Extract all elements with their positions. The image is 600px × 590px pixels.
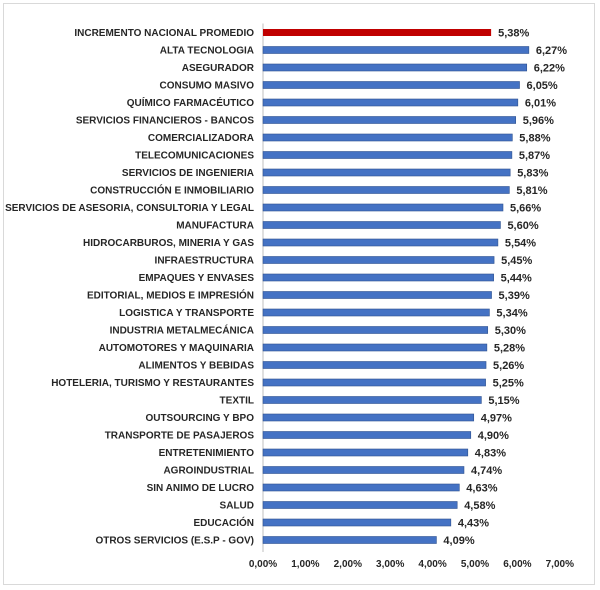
category-label: SERVICIOS DE ASESORIA, CONSULTORIA Y LEG… [5, 203, 254, 214]
data-label: 4,83% [475, 448, 506, 460]
data-label: 5,60% [507, 220, 538, 232]
bar [262, 448, 469, 457]
bar [262, 326, 489, 334]
bar [262, 168, 511, 177]
bar [262, 466, 465, 474]
bar [262, 483, 460, 492]
data-label: 5,15% [488, 395, 519, 407]
category-label: SERVICIOS FINANCIEROS - BANCOS [76, 116, 254, 127]
bar [262, 291, 492, 299]
x-tick-label: 4,00% [418, 559, 446, 570]
bar [262, 203, 504, 212]
data-label: 4,97% [481, 413, 512, 425]
data-label: 5,45% [501, 255, 532, 267]
category-label: MANUFACTURA [176, 221, 254, 232]
category-label: CONSUMO MASIVO [160, 81, 255, 92]
category-label: EMPAQUES Y ENVASES [139, 273, 255, 284]
bar [262, 151, 513, 159]
category-label: COMERCIALIZADORA [148, 133, 254, 144]
category-label: INDUSTRIA METALMECÁNICA [110, 324, 254, 337]
bar [262, 308, 490, 317]
data-label: 5,28% [494, 343, 525, 355]
data-label: 6,27% [536, 45, 567, 57]
category-label: ALTA TECNOLOGIA [160, 46, 254, 57]
bar [262, 238, 499, 247]
x-tick-label: 6,00% [503, 559, 531, 570]
bar [262, 396, 482, 404]
data-label: 5,38% [498, 28, 529, 40]
data-label: 5,54% [505, 238, 536, 250]
data-label: 5,25% [493, 378, 524, 390]
data-label: 5,96% [523, 115, 554, 127]
bar [262, 63, 528, 72]
bar [262, 536, 437, 544]
bar [262, 413, 475, 422]
bar [262, 46, 530, 54]
bar [262, 116, 517, 124]
bar [262, 186, 510, 194]
data-label: 4,63% [466, 483, 497, 495]
data-label: 5,44% [501, 273, 532, 285]
category-label: AUTOMOTORES Y MAQUINARIA [99, 343, 254, 354]
x-tick-label: 5,00% [461, 559, 489, 570]
data-label: 6,05% [527, 80, 558, 92]
data-label: 5,83% [517, 168, 548, 180]
x-tick-label: 1,00% [291, 559, 319, 570]
category-label: SERVICIOS DE INGENIERIA [122, 168, 254, 179]
data-label: 5,34% [496, 308, 527, 320]
bar [262, 273, 494, 282]
category-label: ENTRETENIMIENTO [159, 448, 255, 459]
bar [262, 361, 487, 369]
bar [262, 431, 472, 439]
bar [262, 501, 458, 509]
data-label: 5,81% [516, 185, 547, 197]
data-label: 4,43% [458, 518, 489, 530]
category-label: OUTSOURCING Y BPO [145, 413, 254, 424]
x-tick-label: 0,00% [249, 559, 277, 570]
category-label: INFRAESTRUCTURA [155, 256, 254, 267]
category-label: HOTELERIA, TURISMO Y RESTAURANTES [51, 378, 254, 389]
category-label: AGROINDUSTRIAL [163, 466, 254, 477]
category-label: EDUCACIÓN [193, 516, 254, 529]
category-label: OTROS SERVICIOS (E.S.P - GOV) [95, 536, 254, 547]
data-label: 4,09% [443, 535, 474, 547]
data-label: 4,58% [464, 500, 495, 512]
x-tick-label: 2,00% [334, 559, 362, 570]
category-label: QUÍMICO FARMACÉUTICO [127, 96, 254, 109]
data-label: 5,66% [510, 203, 541, 215]
category-label: TEXTIL [220, 396, 254, 407]
bar [262, 221, 501, 229]
data-label: 4,90% [478, 430, 509, 442]
data-label: 6,22% [534, 63, 565, 75]
bar [262, 81, 520, 89]
bar [262, 518, 452, 527]
x-tick-label: 3,00% [376, 559, 404, 570]
data-label: 6,01% [525, 98, 556, 110]
data-label: 5,26% [493, 360, 524, 372]
bar [262, 343, 488, 352]
category-label: HIDROCARBUROS, MINERIA Y GAS [83, 238, 254, 249]
data-label: 5,30% [495, 325, 526, 337]
category-label: LOGISTICA Y TRANSPORTE [119, 308, 254, 319]
data-label: 5,39% [499, 290, 530, 302]
data-label: 5,88% [519, 133, 550, 145]
bar [262, 98, 519, 107]
data-label: 5,87% [519, 150, 550, 162]
data-label: 4,74% [471, 465, 502, 477]
bar [262, 256, 495, 264]
x-tick-label: 7,00% [546, 559, 574, 570]
category-label: TELECOMUNICACIONES [135, 151, 254, 162]
category-label: ASEGURADOR [182, 63, 255, 74]
category-label: ALIMENTOS Y BEBIDAS [138, 361, 254, 372]
bar [262, 133, 513, 142]
category-label: SIN ANIMO DE LUCRO [147, 483, 255, 494]
category-label: INCREMENTO NACIONAL PROMEDIO [74, 28, 254, 39]
category-label: SALUD [220, 501, 254, 512]
bar [263, 29, 492, 36]
category-label: CONSTRUCCIÓN E INMOBILIARIO [90, 184, 254, 197]
category-label: TRANSPORTE DE PASAJEROS [105, 431, 255, 442]
bar [262, 378, 486, 387]
category-label: EDITORIAL, MEDIOS E IMPRESIÓN [87, 289, 254, 302]
